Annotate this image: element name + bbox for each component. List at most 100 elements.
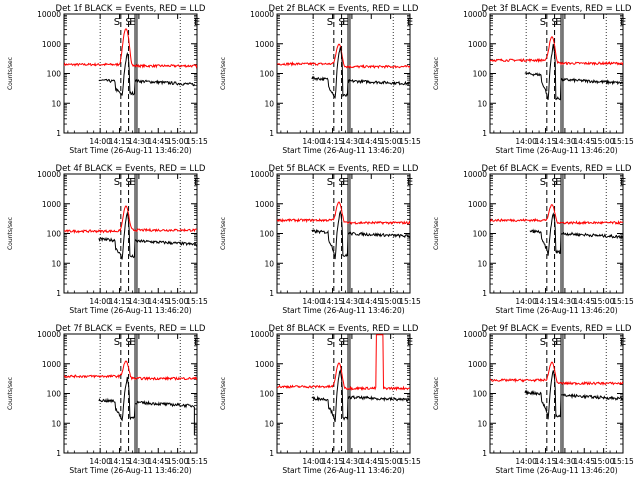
marker-letter: E — [620, 337, 626, 348]
x-tick-label: 14:45 — [147, 457, 169, 466]
lld-series-line — [277, 201, 410, 226]
y-tick-label: 1000 — [468, 200, 487, 209]
x-tick-label: 14:00 — [302, 137, 324, 146]
x-axis-label: Start Time (26-Aug-11 13:46:20) — [69, 146, 191, 155]
y-tick-label: 1000 — [255, 360, 274, 369]
x-tick-label: 15:00 — [167, 137, 189, 146]
y-tick-label: 100 — [473, 70, 488, 79]
events-series-line — [98, 51, 195, 96]
y-tick-label: 10000 — [37, 10, 61, 19]
y-tick-label: 1 — [56, 129, 61, 138]
x-tick-label: 15:00 — [380, 137, 402, 146]
x-tick-label: 15:00 — [167, 297, 189, 306]
lld-series-line — [64, 28, 197, 69]
marker-letter: S — [327, 337, 333, 348]
events-series-line — [524, 370, 623, 436]
lld-series-line — [64, 205, 197, 234]
panel-6: Det 6f BLACK = Events, RED = LLD Counts/s… — [433, 164, 634, 315]
x-tick-label: 15:00 — [593, 137, 615, 146]
x-axis-label: Start Time (26-Aug-11 13:46:20) — [495, 466, 617, 475]
y-tick-label: 1 — [56, 289, 61, 298]
y-tick-label: 10000 — [250, 10, 274, 19]
marker-letter: S — [114, 177, 120, 188]
events-series-line — [311, 209, 410, 260]
lld-series-line — [64, 360, 197, 382]
marker-letter: E — [129, 177, 135, 188]
panel-8: Det 8f BLACK = Events, RED = LLD Counts/s… — [220, 324, 421, 475]
panel-title: Det 6f BLACK = Events, RED = LLD — [482, 164, 632, 174]
x-tick-label: 15:00 — [167, 457, 189, 466]
marker-letter: E — [194, 337, 200, 348]
x-tick-label: 14:45 — [573, 457, 595, 466]
y-axis-label: Counts/sec — [433, 57, 440, 90]
plot-frame — [489, 13, 624, 134]
y-tick-label: 10000 — [250, 170, 274, 179]
marker-letter: S — [551, 177, 557, 188]
marker-letter: E — [129, 337, 135, 348]
plot-frame — [63, 173, 198, 294]
y-tick-label: 10 — [264, 259, 274, 268]
x-tick-label: 15:15 — [186, 137, 208, 146]
x-tick-label: 15:15 — [186, 297, 208, 306]
panel-title: Det 9f BLACK = Events, RED = LLD — [482, 324, 632, 334]
x-axis-label: Start Time (26-Aug-11 13:46:20) — [282, 146, 404, 155]
panel-2: Det 2f BLACK = Events, RED = LLD Counts/s… — [220, 4, 421, 155]
y-axis-label: Counts/sec — [7, 217, 14, 250]
x-tick-label: 14:45 — [360, 297, 382, 306]
y-axis-label: Counts/sec — [7, 377, 14, 410]
events-series-line — [311, 47, 410, 99]
x-tick-label: 14:45 — [147, 297, 169, 306]
y-tick-label: 1000 — [255, 200, 274, 209]
x-tick-label: 15:00 — [593, 457, 615, 466]
marker-letter: S — [338, 177, 344, 188]
marker-letter: E — [407, 337, 413, 348]
y-axis-label: Counts/sec — [220, 377, 227, 410]
events-series-line — [524, 43, 623, 101]
x-tick-label: 15:00 — [593, 297, 615, 306]
y-tick-label: 1 — [269, 289, 274, 298]
panel-1: Det 1f BLACK = Events, RED = LLD Counts/s… — [7, 4, 208, 155]
x-tick-label: 14:15 — [322, 137, 344, 146]
marker-letter: S — [338, 337, 344, 348]
marker-letter: S — [125, 17, 131, 28]
x-tick-label: 15:00 — [380, 297, 402, 306]
y-tick-label: 10 — [51, 99, 61, 108]
lld-series-line — [277, 334, 410, 392]
y-tick-label: 10000 — [463, 330, 487, 339]
x-tick-label: 14:15 — [109, 457, 131, 466]
x-tick-label: 14:00 — [515, 297, 537, 306]
y-tick-label: 10000 — [463, 10, 487, 19]
y-tick-label: 10000 — [463, 170, 487, 179]
plot-frame — [276, 333, 411, 454]
y-axis-label: Counts/sec — [433, 217, 440, 250]
panel-7: Det 7f BLACK = Events, RED = LLD Counts/s… — [7, 324, 208, 475]
y-tick-label: 100 — [473, 390, 488, 399]
x-tick-label: 14:15 — [535, 137, 557, 146]
x-tick-label: 15:15 — [399, 137, 421, 146]
x-tick-label: 14:30 — [341, 137, 363, 146]
y-tick-label: 10 — [477, 99, 487, 108]
plot-frame — [489, 333, 624, 454]
x-tick-label: 14:30 — [554, 457, 576, 466]
marker-letter: S — [125, 177, 131, 188]
marker-letter: S — [114, 17, 120, 28]
marker-letter: S — [551, 337, 557, 348]
x-axis-label: Start Time (26-Aug-11 13:46:20) — [282, 466, 404, 475]
y-tick-label: 10 — [477, 259, 487, 268]
x-tick-label: 14:15 — [535, 297, 557, 306]
x-tick-label: 14:00 — [515, 137, 537, 146]
y-tick-label: 1 — [56, 449, 61, 458]
y-tick-label: 100 — [260, 70, 275, 79]
marker-letter: S — [540, 177, 546, 188]
marker-letter: E — [342, 177, 348, 188]
marker-letter: S — [338, 17, 344, 28]
y-axis-label: Counts/sec — [220, 217, 227, 250]
marker-letter: E — [129, 17, 135, 28]
marker-letter: E — [555, 17, 561, 28]
y-tick-label: 100 — [260, 390, 275, 399]
panel-title: Det 5f BLACK = Events, RED = LLD — [269, 164, 419, 174]
x-tick-label: 14:15 — [109, 297, 131, 306]
marker-letter: S — [327, 177, 333, 188]
